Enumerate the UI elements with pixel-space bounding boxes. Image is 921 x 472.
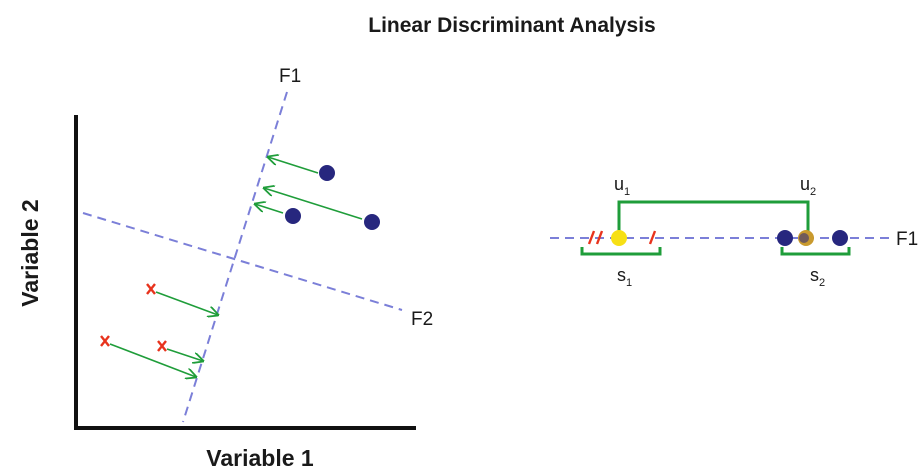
projection-arrow xyxy=(155,291,218,315)
f1-axis-label: F1 xyxy=(896,229,918,250)
class2-points xyxy=(285,165,380,230)
class1-projected-point xyxy=(648,230,657,245)
right-panel: F1 u1 u2 s1 s2 xyxy=(550,174,918,289)
class1-projections xyxy=(109,291,218,377)
class2-projected-point xyxy=(832,230,848,246)
f2-discriminant-line xyxy=(82,212,403,311)
class2-projected-point xyxy=(777,230,793,246)
mean-distance-bracket xyxy=(617,200,810,232)
class1-point xyxy=(100,335,110,347)
class2-mean-point-overlap xyxy=(799,233,809,243)
class1-mean-point xyxy=(611,230,627,246)
f2-line-label: F2 xyxy=(411,309,433,330)
figure-title: Linear Discriminant Analysis xyxy=(368,14,656,37)
mean2-label: u2 xyxy=(800,174,816,198)
left-panel: Variable 1 Variable 2 F1 F2 xyxy=(17,66,433,471)
class2-projections xyxy=(255,157,363,220)
class2-point xyxy=(319,165,335,181)
f1-discriminant-line xyxy=(182,91,288,423)
class1-projected-point xyxy=(587,230,596,245)
spread2-label: s2 xyxy=(810,265,825,289)
class1-point xyxy=(146,283,156,295)
class1-projected-point xyxy=(595,230,604,245)
class2-point xyxy=(364,214,380,230)
spread2-bracket xyxy=(780,247,851,256)
class2-projected-points xyxy=(777,230,848,246)
mean1-label: u1 xyxy=(614,174,630,198)
projection-arrow xyxy=(268,157,319,174)
spread1-bracket xyxy=(580,247,662,256)
x-axis-label: Variable 1 xyxy=(206,445,314,471)
projection-arrow xyxy=(166,348,203,361)
class1-projected-points xyxy=(587,230,657,245)
f1-line-label: F1 xyxy=(279,66,301,87)
spread1-label: s1 xyxy=(617,265,632,289)
class1-point xyxy=(157,340,167,352)
projection-arrow xyxy=(255,204,284,214)
class2-point xyxy=(285,208,301,224)
projection-arrow xyxy=(264,188,363,220)
y-axis-label: Variable 2 xyxy=(17,199,43,306)
class1-points xyxy=(100,283,167,352)
projection-arrow xyxy=(109,343,196,377)
